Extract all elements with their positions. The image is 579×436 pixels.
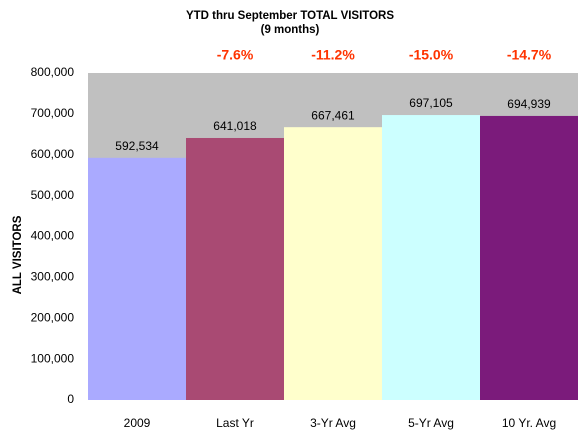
bar xyxy=(480,115,578,400)
bar xyxy=(284,127,382,400)
y-tick-label: 100,000 xyxy=(31,351,75,365)
y-tick-label: 200,000 xyxy=(31,310,75,324)
change-label: -14.7% xyxy=(507,47,552,63)
bar xyxy=(382,115,480,400)
x-tick-label: 3-Yr Avg xyxy=(310,416,356,430)
x-tick-label: Last Yr xyxy=(216,416,254,430)
value-label: 697,105 xyxy=(409,96,453,110)
x-tick-label: 2009 xyxy=(124,416,151,430)
value-label: 641,018 xyxy=(213,119,257,133)
y-tick-label: 300,000 xyxy=(31,270,75,284)
chart-subtitle: (9 months) xyxy=(261,24,320,36)
x-tick-label: 5-Yr Avg xyxy=(408,416,454,430)
value-label: 592,534 xyxy=(115,139,159,153)
change-label: -11.2% xyxy=(311,47,355,63)
value-label: 667,461 xyxy=(311,108,355,122)
change-label: -15.0% xyxy=(409,47,454,63)
y-tick-label: 400,000 xyxy=(31,229,75,243)
chart-title: YTD thru September TOTAL VISITORS xyxy=(186,10,394,22)
change-label: -7.6% xyxy=(217,47,254,63)
y-tick-label: 600,000 xyxy=(31,147,75,161)
value-label: 694,939 xyxy=(507,97,551,111)
y-tick-label: 500,000 xyxy=(31,188,75,202)
y-tick-label: 800,000 xyxy=(31,65,75,79)
bar xyxy=(88,157,186,400)
bar xyxy=(186,137,284,400)
x-tick-label: 10 Yr. Avg xyxy=(502,416,556,430)
y-tick-label: 700,000 xyxy=(31,106,75,120)
y-axis-label: ALL VISITORS xyxy=(12,215,24,294)
y-tick-label: 0 xyxy=(67,392,74,406)
